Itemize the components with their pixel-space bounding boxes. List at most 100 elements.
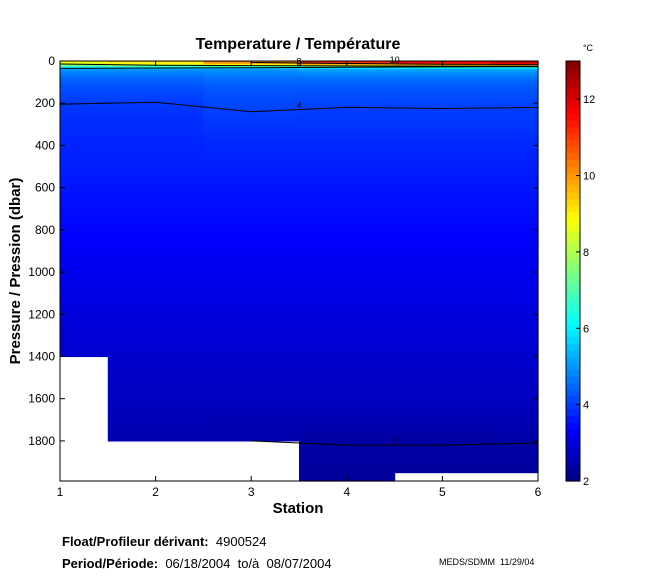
temperature-cell [203,140,300,147]
colorbar-segment [566,80,580,88]
colorbar-segment [566,192,580,200]
float-id-value: 4900524 [215,534,267,549]
temperature-cell [107,134,204,141]
temperature-cell [299,367,396,373]
temperature-cell [60,98,109,102]
colorbar-segment [566,362,580,371]
temperature-cell [490,277,539,284]
temperature-cell [490,282,539,289]
temperature-cell [490,340,539,347]
contour-line-6 [59,66,539,69]
temperature-cell [203,96,300,100]
temperature-cell [490,324,539,331]
temperature-cell [394,77,491,81]
colorbar-segment [566,100,580,108]
temperature-cell [490,108,539,115]
temperature-cell [299,472,396,479]
temperature-cell [107,171,204,178]
temperature-cell [299,171,396,178]
temperature-cell [107,361,204,368]
temperature-cell [299,419,396,426]
temperature-cell [107,140,204,147]
colorbar-segment [566,238,580,246]
temperature-cell [490,419,539,426]
temperature-cell [299,403,396,410]
temperature-cell [60,293,109,300]
temperature-cell [60,198,109,205]
temperature-cell [107,287,204,294]
temperature-cell [203,101,300,104]
temperature-cell [394,119,491,125]
temperature-cell [394,203,491,210]
colorbar-tick-label: 8 [583,247,589,259]
temperature-cell [394,435,491,442]
temperature-cell [490,462,539,468]
temperature-cell [203,235,300,241]
temperature-cell [107,73,204,77]
colorbar-segment [566,402,580,410]
meds-stamp: MEDS/SDMM 11/29/04 [439,557,535,567]
temperature-cell [490,235,539,241]
temperature-cell [299,98,396,102]
temperature-cell [60,69,109,73]
x-tick-label: 4 [343,485,350,499]
temperature-cell [490,335,539,342]
temperature-cell [490,425,539,431]
temperature-cell [394,182,491,189]
x-tick-label: 2 [152,485,159,499]
temperature-cell [490,73,539,77]
temperature-cell [60,86,109,90]
temperature-cell [490,124,539,131]
temperature-cell [394,351,491,358]
temperature-cell [490,224,539,231]
temperature-cell [299,235,396,241]
temperature-cell [60,351,109,358]
temperature-cell [394,361,491,368]
temperature-cell [299,361,396,368]
temperature-cell [107,182,204,189]
x-axis-label: Station [273,500,324,517]
temperature-cell [107,208,204,215]
temperature-cell [60,256,109,263]
temperature-cell [299,425,396,431]
temperature-cell [299,177,396,183]
colorbar-segment [566,415,580,423]
colorbar-segment [566,408,580,416]
colorbar-tick-label: 10 [583,171,595,183]
temperature-cell [60,203,109,210]
temperature-cell [299,456,396,463]
temperature-cell [203,414,300,421]
temperature-cell [299,330,396,336]
temperature-cell [203,129,300,136]
temperature-cell [203,171,300,178]
temperature-cell [394,282,491,289]
temperature-cell [60,108,109,115]
temperature-cell [203,86,300,90]
temperature-cell [394,324,491,331]
temperature-cell [107,187,204,194]
colorbar-segment [566,389,580,397]
temperature-cell [60,113,109,120]
temperature-cell [299,208,396,215]
temperature-cell [490,96,539,100]
temperature-cell [60,73,109,77]
temperature-cell [107,256,204,263]
y-tick-label: 1400 [28,349,55,363]
temperature-cell [394,430,491,437]
temperature-cell [60,177,109,183]
temperature-cell [490,330,539,336]
temperature-cell [490,187,539,194]
temperature-cell [490,82,539,85]
temperature-cell [60,314,109,321]
temperature-cell [394,82,491,85]
temperature-cell [299,245,396,252]
temperature-cell [299,340,396,347]
colorbar-segment [566,349,580,357]
contour-label-8: 8 [296,57,301,67]
temperature-cell [203,82,300,85]
temperature-cell [60,298,109,305]
colorbar-segment [566,421,580,430]
temperature-cell [299,69,396,73]
temperature-cell [203,367,300,373]
chart-title: Temperature / Température [196,36,401,53]
